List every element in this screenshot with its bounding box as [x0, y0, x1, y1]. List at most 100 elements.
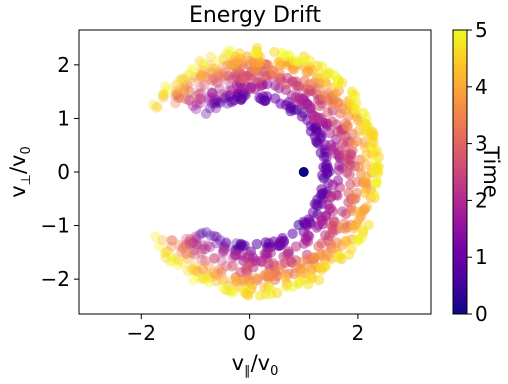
scatter-point [208, 92, 219, 103]
scatter-point [221, 285, 232, 296]
colorbar-tick-label: 0 [475, 302, 488, 326]
scatter-point [196, 71, 207, 82]
scatter-point [209, 230, 220, 242]
scatter-point [349, 221, 360, 232]
scatter-point [224, 49, 236, 60]
scatter-point [203, 73, 214, 85]
scatter-point [163, 84, 174, 96]
scatter-point [180, 239, 192, 250]
scatter-point [351, 176, 363, 188]
scatter-point [368, 136, 379, 148]
scatter-point [190, 231, 201, 242]
scatter-point [219, 243, 230, 254]
scatter-point [261, 78, 273, 90]
scatter-point [208, 252, 220, 264]
scatter-point [220, 237, 232, 248]
scatter-series-2 [178, 65, 361, 278]
colorbar-label: Time [479, 145, 503, 197]
scatter-point [330, 89, 341, 100]
scatter-point [202, 270, 213, 281]
scatter-point [207, 98, 218, 109]
scatter-point [216, 267, 227, 278]
scatter-point [209, 253, 221, 264]
scatter-point [164, 256, 176, 267]
scatter-point [217, 247, 229, 258]
scatter-point [357, 224, 369, 236]
scatter-point [371, 176, 382, 187]
scatter-point [299, 75, 310, 87]
scatter-point [195, 70, 206, 82]
scatter-point [219, 71, 230, 82]
scatter-point [213, 264, 225, 275]
scatter-point [221, 90, 233, 101]
scatter-point [235, 238, 247, 250]
scatter-point [341, 236, 352, 247]
scatter-point [240, 288, 252, 299]
scatter-point [216, 255, 227, 266]
x-axis-label: v∥/v0 [232, 351, 279, 379]
scatter-point [290, 241, 302, 252]
scatter-point [201, 227, 212, 238]
scatter-point [224, 90, 236, 102]
scatter-point [206, 87, 218, 98]
colorbar-tick-label: 4 [475, 75, 488, 99]
scatter-point [194, 229, 206, 240]
scatter-point [161, 247, 172, 259]
scatter-point [317, 188, 328, 200]
scatter-point [300, 233, 311, 244]
colorbar-tick-label: 5 [475, 18, 488, 42]
scatter-point [195, 247, 207, 259]
scatter-point [192, 266, 203, 277]
scatter-point [195, 81, 206, 92]
scatter-point [360, 171, 372, 182]
scatter-point [217, 281, 228, 293]
scatter-point [195, 88, 207, 99]
y-axis-ticks: 2 1 0 −1 −2 [41, 53, 79, 291]
scatter-point [204, 277, 215, 288]
scatter-point [173, 260, 184, 271]
scatter-point [179, 74, 190, 85]
scatter-point [173, 92, 184, 104]
scatter-point [189, 265, 200, 276]
scatter-point [151, 102, 162, 113]
scatter-point [170, 90, 181, 101]
scatter-point [224, 85, 236, 96]
scatter-point [345, 148, 357, 160]
scatter-point [231, 276, 243, 287]
scatter-point [166, 235, 177, 246]
scatter-point [346, 98, 357, 109]
scatter-point [320, 230, 331, 241]
scatter-point [221, 260, 232, 272]
scatter-point [197, 272, 208, 283]
scatter-point [251, 238, 262, 250]
scatter-point [219, 93, 231, 104]
x-tick-label: 2 [352, 321, 365, 345]
scatter-point [327, 144, 338, 155]
scatter-point [227, 287, 238, 299]
scatter-point [287, 228, 298, 239]
scatter-point [304, 100, 316, 112]
scatter-point [203, 260, 215, 272]
scatter-point [211, 96, 223, 107]
y-tick-label: 2 [57, 53, 70, 77]
scatter-point [179, 83, 190, 94]
scatter-point [208, 73, 220, 85]
scatter-point [273, 56, 284, 68]
scatter-point [192, 239, 203, 250]
scatter-point [200, 255, 211, 267]
scatter-point [148, 99, 159, 110]
scatter-point [368, 189, 380, 200]
scatter-point [209, 96, 220, 107]
scatter-point [186, 247, 197, 259]
scatter-point [191, 239, 202, 250]
scatter-point [225, 285, 236, 297]
scatter-point [207, 88, 218, 99]
scatter-point [170, 85, 182, 97]
scatter-point [179, 81, 190, 92]
scatter-point [219, 274, 230, 285]
scatter-point [187, 274, 199, 286]
scatter-point [282, 72, 293, 84]
scatter-point [154, 240, 165, 252]
scatter-point [209, 98, 221, 109]
scatter-point [227, 252, 238, 264]
